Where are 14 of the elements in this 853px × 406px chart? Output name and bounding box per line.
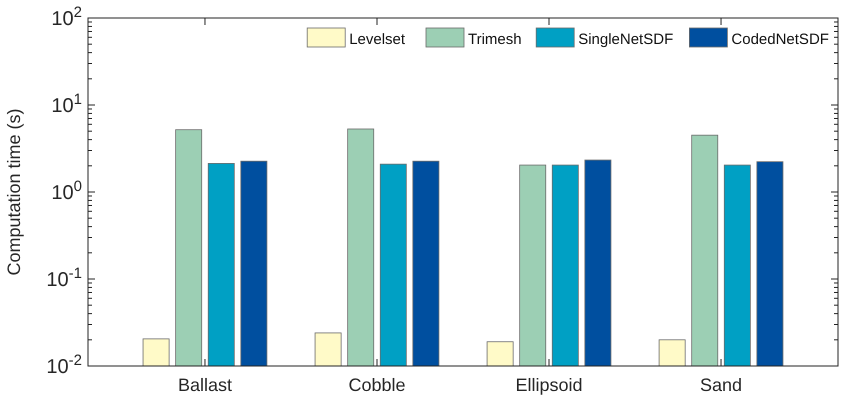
x-tick-label: Ballast <box>178 375 232 395</box>
y-tick-label: 10$^{-2}$ <box>46 352 82 378</box>
y-tick-label: 10$^{0}$ <box>51 178 82 204</box>
x-tick-label: Sand <box>700 375 742 395</box>
legend-label: Levelset <box>349 31 406 48</box>
y-tick-label: 10$^{2}$ <box>51 4 82 30</box>
x-tick-label: Cobble <box>348 375 406 395</box>
y-axis-title: Computation time (s) <box>4 108 24 276</box>
legend-label: Trimesh <box>468 31 522 48</box>
y-tick-label: 10$^{1}$ <box>51 90 82 117</box>
y-tick-label: 10$^{-1}$ <box>46 264 82 291</box>
x-tick-label: Ellipsoid <box>515 375 583 395</box>
legend-label: SingleNetSDF <box>578 31 674 48</box>
legend-label: CodedNetSDF <box>731 31 829 48</box>
